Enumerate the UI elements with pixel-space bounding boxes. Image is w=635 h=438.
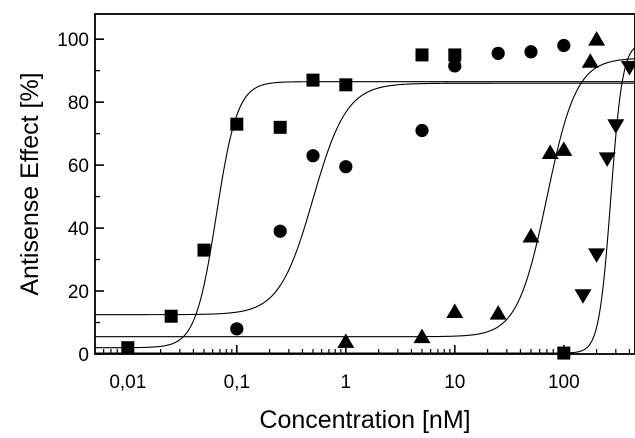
x-axis-title: Concentration [nM] bbox=[259, 406, 470, 434]
fit-curves bbox=[95, 47, 635, 354]
circle-marker bbox=[448, 59, 462, 73]
triangle-up-marker bbox=[489, 305, 507, 320]
fit-curve bbox=[95, 82, 635, 316]
circle-marker bbox=[415, 123, 429, 138]
circle-marker bbox=[306, 149, 320, 163]
fit-curve bbox=[95, 81, 635, 349]
circle-marker bbox=[230, 322, 244, 336]
x-tick-label: 10 bbox=[444, 372, 465, 393]
y-tick-label: 20 bbox=[68, 282, 89, 303]
triangle-down-marker bbox=[588, 248, 606, 263]
y-tick-label: 80 bbox=[68, 93, 89, 114]
circle-marker bbox=[491, 46, 505, 60]
y-tick-label: 40 bbox=[68, 219, 89, 240]
circle-marker bbox=[273, 224, 287, 238]
triangle-up-marker bbox=[581, 53, 599, 68]
x-tick-label: 0,1 bbox=[224, 372, 250, 393]
data-markers bbox=[121, 31, 635, 360]
square-marker bbox=[273, 120, 287, 134]
square-marker bbox=[448, 48, 462, 62]
triangle-up-marker bbox=[555, 141, 573, 156]
tick-labels: 0 20 40 60 80 100 0,01 0,1 1 10 100 bbox=[57, 30, 579, 393]
triangle-up-marker bbox=[522, 227, 540, 243]
y-axis-title: Antisense Effect [%] bbox=[16, 72, 44, 295]
triangle-down-marker bbox=[598, 152, 616, 167]
y-tick-label: 60 bbox=[68, 156, 89, 177]
x-tick-label: 0,01 bbox=[109, 372, 146, 393]
plot-frame bbox=[94, 13, 635, 355]
triangle-down-marker bbox=[607, 119, 625, 134]
square-marker bbox=[197, 243, 211, 257]
triangle-up-marker bbox=[541, 144, 559, 160]
y-tick-label: 0 bbox=[78, 345, 89, 366]
plot-axes bbox=[94, 13, 635, 355]
circle-marker bbox=[339, 160, 353, 174]
circle-marker bbox=[524, 45, 538, 59]
triangle-up-marker bbox=[413, 328, 431, 344]
triangle-up-marker bbox=[337, 333, 355, 348]
square-marker bbox=[164, 309, 178, 323]
x-tick-label: 1 bbox=[341, 372, 352, 393]
y-tick-label: 100 bbox=[57, 30, 89, 51]
circle-marker bbox=[557, 38, 571, 53]
square-marker bbox=[230, 117, 244, 131]
square-marker bbox=[339, 78, 353, 92]
fit-curve bbox=[95, 47, 635, 354]
triangle-up-marker bbox=[588, 31, 606, 46]
triangle-down-marker bbox=[574, 289, 592, 304]
square-marker bbox=[415, 48, 429, 62]
square-marker bbox=[306, 73, 320, 87]
triangle-up-marker bbox=[446, 303, 464, 318]
triangle-down-marker bbox=[620, 61, 635, 76]
x-tick-label: 100 bbox=[548, 372, 580, 393]
fit-curve bbox=[95, 58, 635, 338]
